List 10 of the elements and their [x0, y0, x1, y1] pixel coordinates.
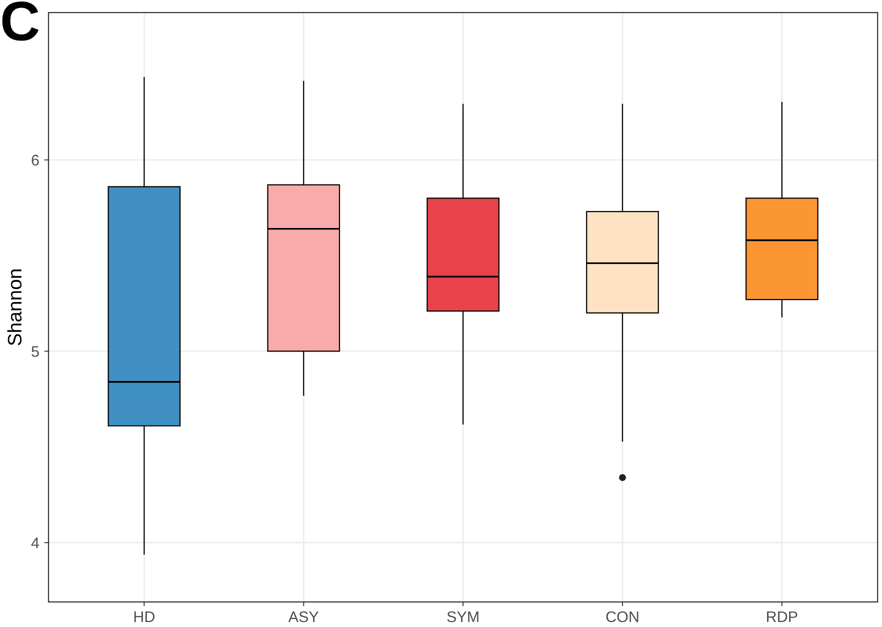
y-tick-label: 6 — [32, 154, 39, 166]
x-tick-label: HD — [134, 612, 154, 622]
x-tick-label: CON — [606, 611, 638, 622]
y-axis-title: Shannon — [7, 270, 22, 346]
x-tick-label: RDP — [767, 612, 798, 622]
x-tick-label: SYM — [447, 611, 478, 622]
text: C — [2, 1, 39, 41]
y-tick-label: 5 — [32, 346, 39, 357]
y-tick-label: 4 — [31, 538, 40, 548]
x-tick-label: ASY — [288, 611, 319, 622]
